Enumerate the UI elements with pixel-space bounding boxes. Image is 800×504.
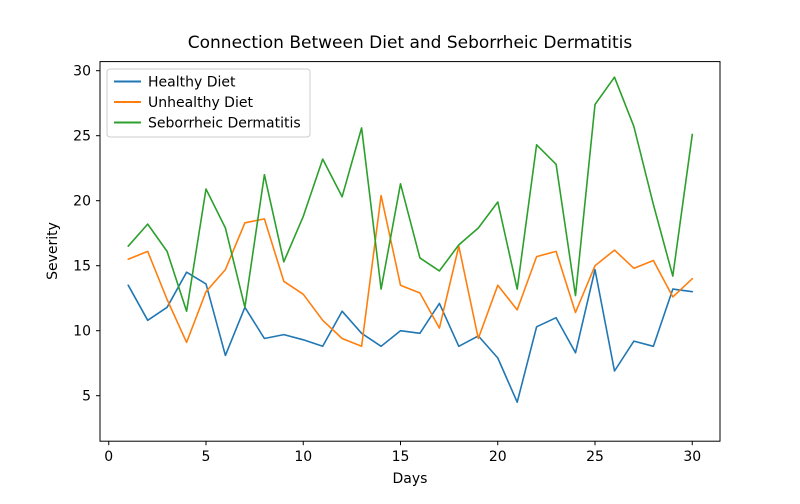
legend-label-seborrheic-dermatitis: Seborrheic Dermatitis xyxy=(148,116,301,132)
x-axis-label: Days xyxy=(393,471,428,487)
series-line-healthy-diet xyxy=(127,268,694,404)
series-layer xyxy=(127,76,694,404)
legend-label-healthy-diet: Healthy Diet xyxy=(148,75,236,91)
x-tick-label: 25 xyxy=(586,449,604,465)
y-tick-label: 15 xyxy=(73,259,91,275)
x-tick-label: 30 xyxy=(683,449,701,465)
series-line-seborrheic-dermatitis xyxy=(127,76,694,313)
x-tick-label: 0 xyxy=(104,449,113,465)
x-tick-label: 10 xyxy=(294,449,312,465)
x-tick-label: 20 xyxy=(489,449,507,465)
chart-title: Connection Between Diet and Seborrheic D… xyxy=(188,33,633,53)
legend-entry-unhealthy-diet: Unhealthy Diet xyxy=(114,95,253,111)
legend: Healthy Diet Unhealthy Diet Seborrheic D… xyxy=(106,68,311,138)
legend-entry-seborrheic-dermatitis: Seborrheic Dermatitis xyxy=(114,116,301,132)
y-axis-label: Severity xyxy=(45,222,61,280)
y-tick-label: 10 xyxy=(73,324,91,340)
y-tick-label: 5 xyxy=(82,389,91,405)
legend-box xyxy=(106,68,311,138)
y-tick-label: 20 xyxy=(73,194,91,210)
x-tick-label: 15 xyxy=(392,449,410,465)
x-tick-label: 5 xyxy=(202,449,211,465)
legend-label-unhealthy-diet: Unhealthy Diet xyxy=(148,95,253,111)
axes-frame xyxy=(99,61,721,442)
legend-entry-healthy-diet: Healthy Diet xyxy=(114,75,236,91)
y-tick-label: 30 xyxy=(73,64,91,80)
y-tick-label: 25 xyxy=(73,129,91,145)
ticks-layer: 0 5 10 15 20 25 30 5 10 15 20 25 30 xyxy=(73,64,701,466)
series-line-unhealthy-diet xyxy=(127,194,694,348)
